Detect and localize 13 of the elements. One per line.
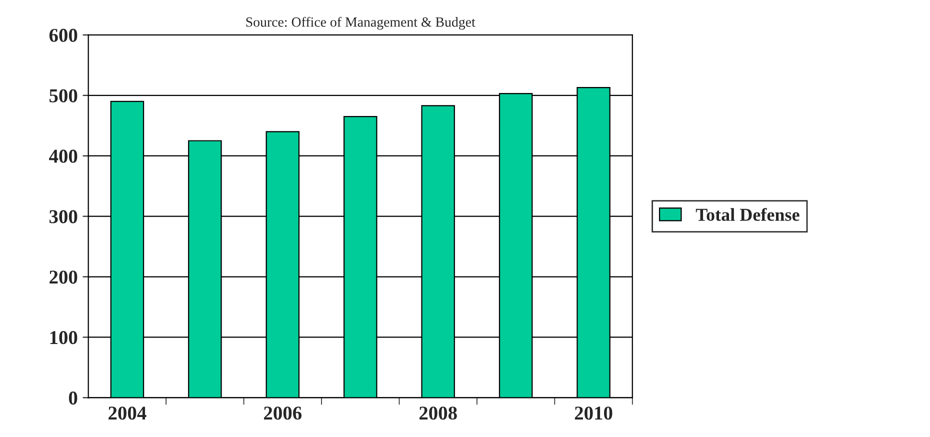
y-tick-label: 600 (49, 28, 78, 42)
y-tick-label: 200 (50, 270, 78, 284)
x-tick-label: 2008 (419, 406, 457, 420)
y-tick-label: 0 (68, 391, 78, 405)
y-tick-label: 500 (50, 89, 78, 102)
x-tick-label: 2004 (108, 406, 146, 420)
y-tick-label: 400 (49, 150, 78, 163)
chart-title: Source: Office of Management & Budget (246, 16, 476, 30)
x-tick-label: 2010 (574, 406, 612, 420)
legend-label: Total Defense (696, 208, 800, 221)
y-tick-label: 100 (50, 331, 78, 344)
x-tick-label: 2006 (264, 406, 302, 420)
y-tick-label: 300 (50, 210, 78, 224)
